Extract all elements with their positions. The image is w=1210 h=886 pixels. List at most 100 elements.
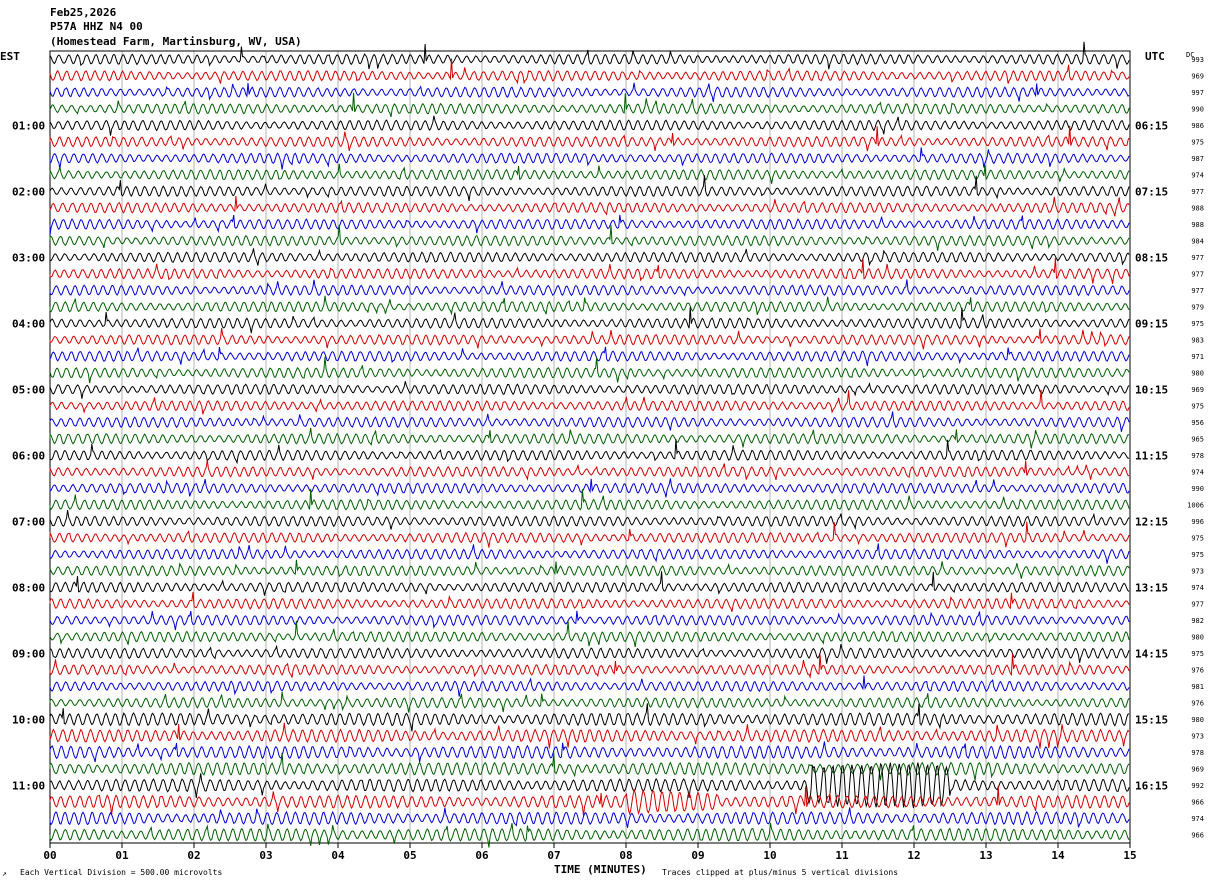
dc-value-row-26: 974 <box>1191 468 1204 476</box>
x-tick-label-09: 09 <box>691 849 704 862</box>
trace-row-36 <box>49 620 1130 647</box>
station-code: P57A HHZ N4 00 <box>50 20 143 33</box>
dc-value-row-30: 975 <box>1191 534 1204 542</box>
dc-value-row-35: 982 <box>1191 617 1204 625</box>
scale-note: Each Vertical Division = 500.00 microvol… <box>20 868 222 877</box>
trace-row-43 <box>49 741 1130 763</box>
trace-row-38 <box>49 653 1130 679</box>
trace-row-14 <box>49 257 1130 284</box>
utc-label-07:15: 07:15 <box>1135 185 1168 198</box>
time-grid <box>121 51 1059 843</box>
est-label-09:00: 09:00 <box>12 647 45 660</box>
dc-value-row-5: 986 <box>1191 122 1204 130</box>
dc-value-row-47: 974 <box>1191 815 1204 823</box>
dc-column-label: DC <box>1186 51 1194 59</box>
trace-row-15 <box>49 279 1130 297</box>
dc-value-row-31: 975 <box>1191 551 1204 559</box>
trace-row-34 <box>49 591 1130 612</box>
dc-value-row-19: 971 <box>1191 353 1204 361</box>
trace-row-29 <box>49 510 1130 531</box>
trace-row-25 <box>49 439 1130 465</box>
dc-value-row-15: 977 <box>1191 287 1204 295</box>
x-tick-label-11: 11 <box>835 849 849 862</box>
trace-row-9 <box>49 175 1130 201</box>
trace-row-26 <box>49 459 1130 481</box>
dc-value-row-41: 980 <box>1191 716 1204 724</box>
seismic-traces <box>49 41 1130 848</box>
dc-value-row-18: 983 <box>1191 336 1204 344</box>
dc-value-row-11: 988 <box>1191 221 1204 229</box>
utc-axis-label: UTC <box>1145 50 1165 63</box>
trace-row-6 <box>49 125 1130 152</box>
trace-row-24 <box>49 427 1130 449</box>
trace-row-7 <box>49 147 1130 170</box>
trace-row-16 <box>49 295 1130 316</box>
est-label-02:00: 02:00 <box>12 185 45 198</box>
trace-row-44 <box>49 752 1130 781</box>
dc-value-row-2: 969 <box>1191 72 1204 80</box>
est-label-10:00: 10:00 <box>12 713 45 726</box>
trace-row-4 <box>49 92 1130 118</box>
dc-value-row-1: 993 <box>1191 56 1204 64</box>
est-label-05:00: 05:00 <box>12 383 45 396</box>
dc-value-row-43: 978 <box>1191 749 1204 757</box>
chart-date: Feb25,2026 <box>50 6 117 19</box>
x-tick-label-06: 06 <box>475 849 489 862</box>
utc-label-14:15: 14:15 <box>1135 647 1168 660</box>
dc-value-row-24: 965 <box>1191 435 1204 443</box>
utc-label-11:15: 11:15 <box>1135 449 1168 462</box>
dc-value-row-28: 1006 <box>1187 501 1204 509</box>
dc-value-row-32: 973 <box>1191 567 1204 575</box>
dc-value-row-39: 981 <box>1191 683 1204 691</box>
dc-value-row-44: 969 <box>1191 765 1204 773</box>
trace-row-11 <box>49 214 1130 236</box>
dc-value-row-46: 966 <box>1191 798 1204 806</box>
trace-row-21 <box>49 381 1130 399</box>
x-tick-label-00: 00 <box>43 849 56 862</box>
dc-value-row-37: 975 <box>1191 650 1204 658</box>
trace-row-2 <box>49 58 1130 85</box>
trace-row-39 <box>49 675 1130 697</box>
dc-value-row-14: 977 <box>1191 270 1204 278</box>
dc-value-row-12: 984 <box>1191 237 1204 245</box>
x-tick-label-08: 08 <box>619 849 632 862</box>
est-label-11:00: 11:00 <box>12 779 45 792</box>
trace-row-41 <box>49 703 1130 732</box>
dc-value-row-27: 990 <box>1191 485 1204 493</box>
dc-value-row-20: 980 <box>1191 369 1204 377</box>
est-label-03:00: 03:00 <box>12 251 45 264</box>
x-tick-label-02: 02 <box>187 849 200 862</box>
dc-value-row-13: 977 <box>1191 254 1204 262</box>
est-label-04:00: 04:00 <box>12 317 45 330</box>
x-tick-label-07: 07 <box>547 849 560 862</box>
trace-row-32 <box>49 559 1130 579</box>
dc-value-row-7: 987 <box>1191 155 1204 163</box>
est-hour-labels: 01:00 02:00 03:00 04:00 05:00 06:00 07:00 08:00… <box>12 119 45 792</box>
trace-row-46 <box>49 785 1130 816</box>
trace-row-28 <box>49 488 1130 511</box>
station-location: (Homestead Farm, Martinsburg, WV, USA) <box>50 35 302 48</box>
utc-label-15:15: 15:15 <box>1135 713 1168 726</box>
x-axis-title: TIME (MINUTES) <box>554 863 647 876</box>
utc-label-10:15: 10:15 <box>1135 383 1168 396</box>
trace-row-8 <box>49 163 1130 184</box>
trace-row-20 <box>49 356 1130 384</box>
trace-row-19 <box>49 346 1130 367</box>
dc-value-row-23: 956 <box>1191 419 1204 427</box>
trace-row-13 <box>49 248 1130 267</box>
trace-row-31 <box>49 543 1130 564</box>
x-tick-label-04: 04 <box>331 849 345 862</box>
utc-label-12:15: 12:15 <box>1135 515 1168 528</box>
x-tick-label-15: 15 <box>1123 849 1136 862</box>
dc-value-row-25: 978 <box>1191 452 1204 460</box>
trace-row-40 <box>49 691 1130 713</box>
x-tick-label-05: 05 <box>403 849 416 862</box>
dc-value-row-36: 980 <box>1191 633 1204 641</box>
x-axis-ticks: 00 01 02 03 04 05 06 07 08 09 10 11 12 13 14 15 <box>43 843 1137 862</box>
dc-value-row-33: 974 <box>1191 584 1204 592</box>
trace-row-18 <box>49 327 1130 350</box>
x-tick-label-14: 14 <box>1051 849 1065 862</box>
corner-mark: ↗ <box>2 869 7 878</box>
dc-value-row-42: 973 <box>1191 732 1204 740</box>
